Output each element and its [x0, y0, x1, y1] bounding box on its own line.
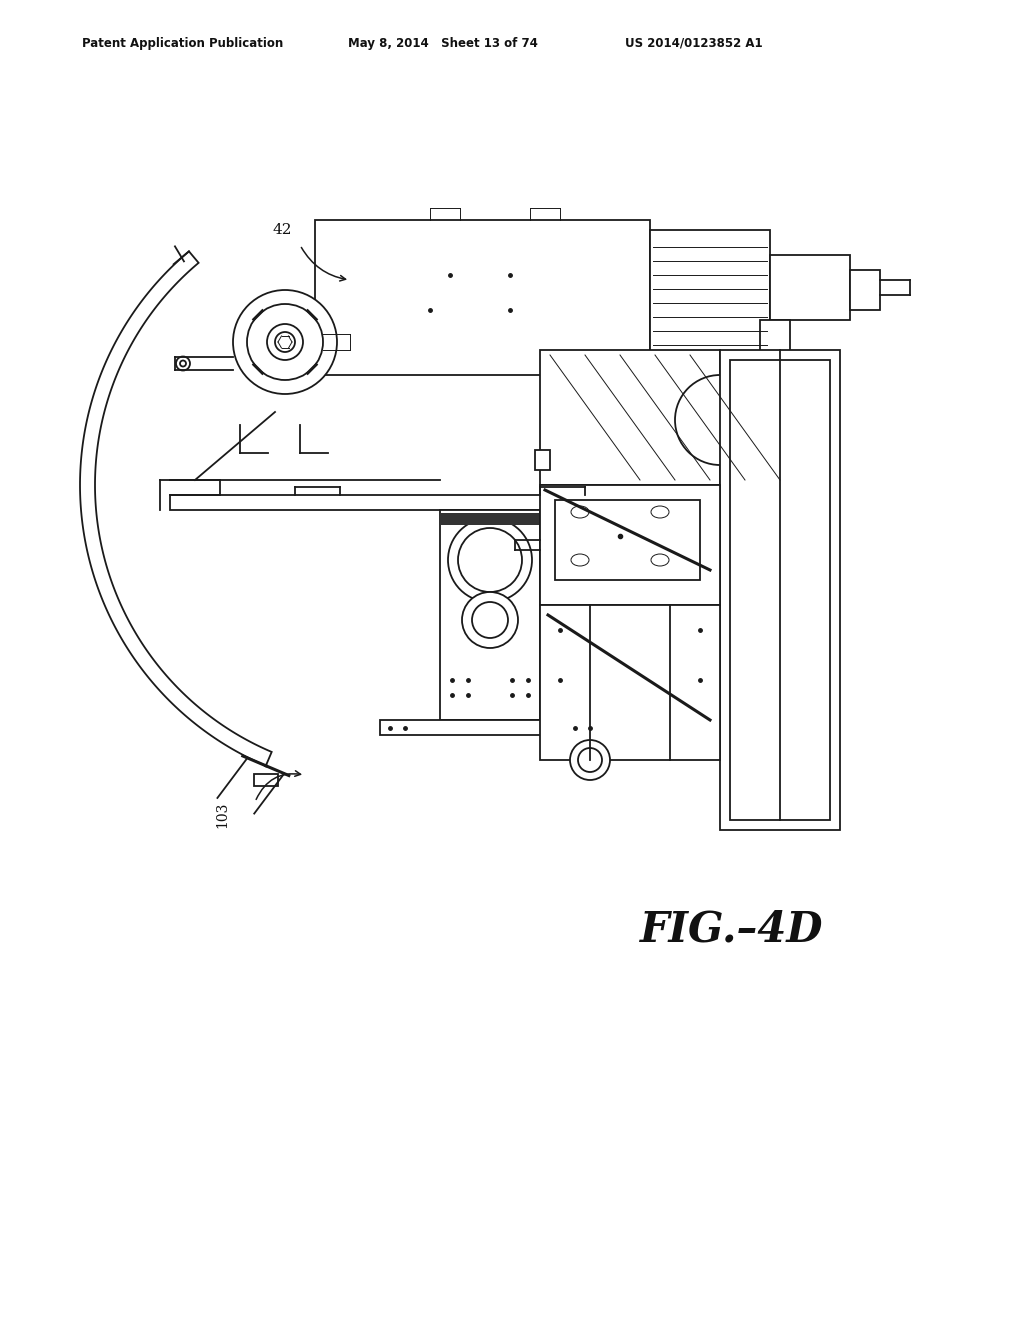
Text: 103: 103: [215, 801, 229, 828]
Circle shape: [176, 356, 190, 371]
Bar: [380, 719, 600, 735]
Bar: [440, 513, 540, 525]
Circle shape: [578, 748, 602, 772]
Bar: [170, 495, 630, 510]
Bar: [540, 484, 720, 605]
Bar: [720, 350, 840, 830]
Circle shape: [233, 290, 337, 393]
Ellipse shape: [571, 506, 589, 517]
Circle shape: [472, 602, 508, 638]
Bar: [730, 360, 830, 820]
Text: 42: 42: [272, 223, 292, 238]
Bar: [650, 230, 770, 355]
Bar: [254, 774, 278, 785]
Bar: [555, 500, 700, 579]
Bar: [760, 319, 790, 360]
Circle shape: [247, 304, 323, 380]
Ellipse shape: [571, 554, 589, 566]
Bar: [850, 271, 880, 310]
Text: FIG.–4D: FIG.–4D: [640, 909, 823, 950]
Bar: [770, 255, 850, 319]
Text: May 8, 2014   Sheet 13 of 74: May 8, 2014 Sheet 13 of 74: [348, 37, 538, 50]
PathPatch shape: [80, 251, 271, 766]
Ellipse shape: [651, 506, 669, 517]
Bar: [540, 350, 720, 484]
Circle shape: [267, 323, 303, 360]
Circle shape: [449, 517, 532, 602]
Circle shape: [458, 528, 522, 591]
Bar: [535, 450, 550, 470]
Circle shape: [462, 591, 518, 648]
Ellipse shape: [651, 554, 669, 566]
Bar: [440, 510, 540, 719]
Bar: [315, 220, 650, 375]
Text: Patent Application Publication: Patent Application Publication: [82, 37, 284, 50]
Circle shape: [275, 333, 295, 352]
Text: US 2014/0123852 A1: US 2014/0123852 A1: [625, 37, 763, 50]
Bar: [540, 605, 720, 760]
Circle shape: [675, 375, 765, 465]
Circle shape: [180, 360, 186, 367]
Circle shape: [570, 741, 610, 780]
